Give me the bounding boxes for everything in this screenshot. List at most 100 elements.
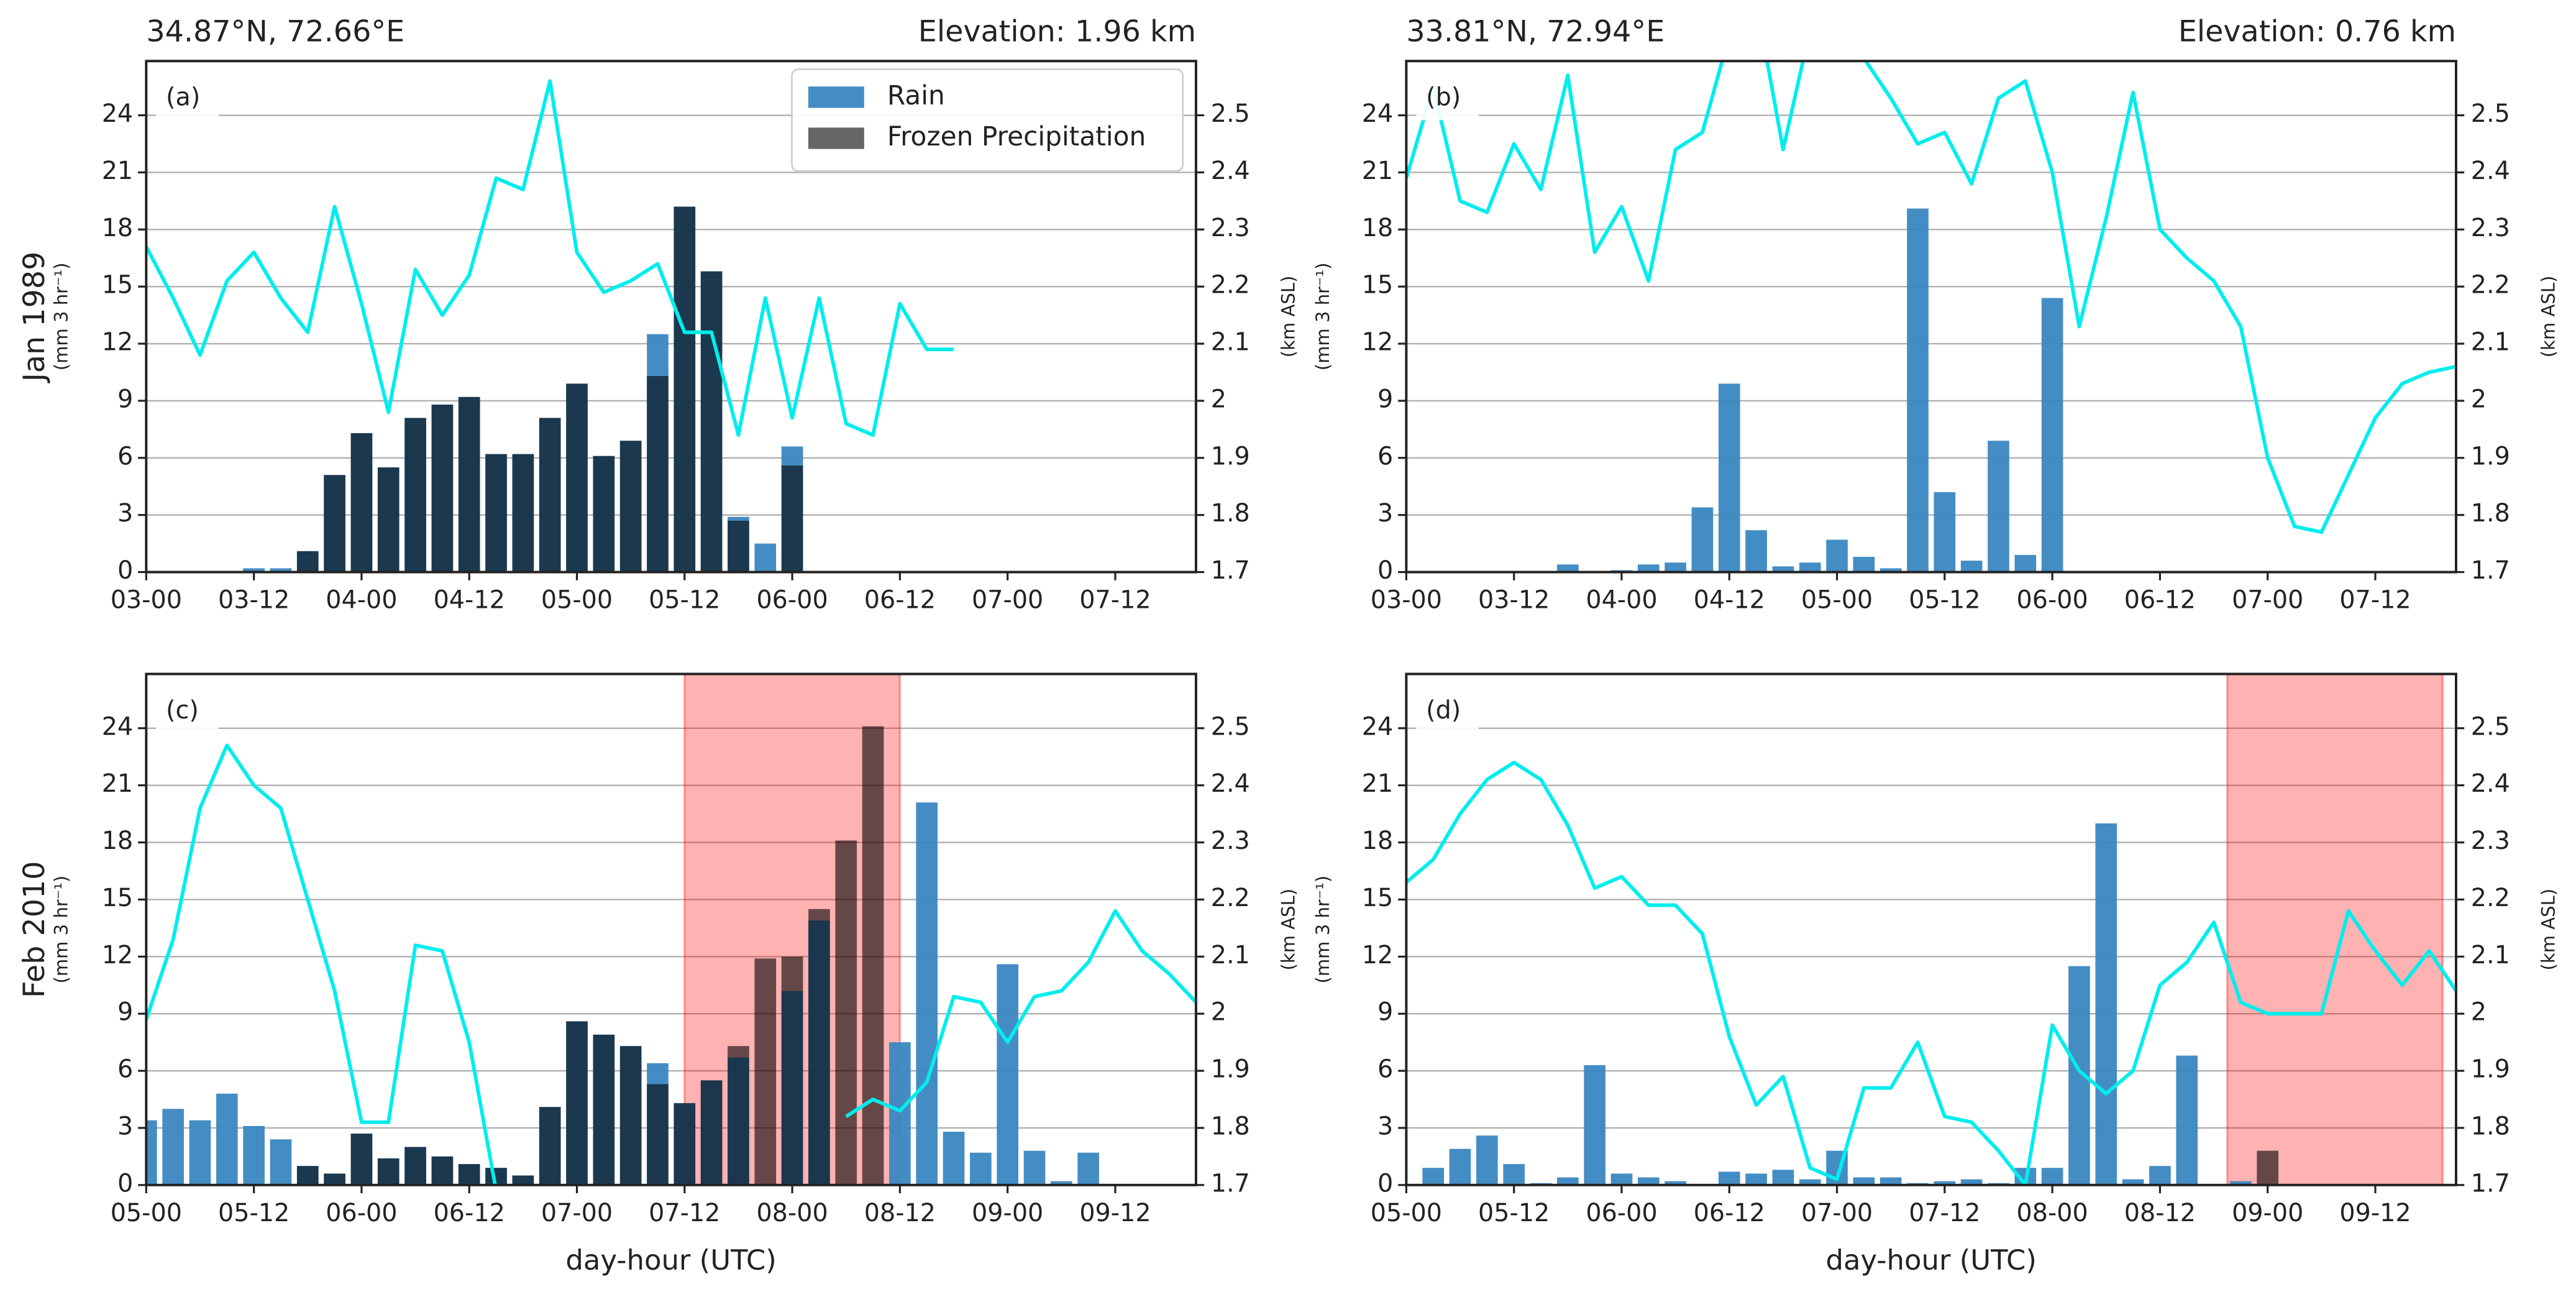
x-tick-label: 03-12: [1478, 586, 1550, 615]
bar: [2014, 554, 2037, 572]
bar: [2041, 298, 2063, 572]
panel-title: 33.81°N, 72.94°E: [1406, 14, 1665, 48]
bar: [216, 1093, 238, 1185]
y-tick-label: 9: [1377, 385, 1393, 413]
bar: [781, 956, 803, 1185]
x-tick-label: 06-00: [2017, 586, 2088, 615]
y-tick-label: 24: [102, 712, 133, 741]
y-tick-label: 24: [1362, 99, 1393, 128]
y-tick-label: 21: [102, 157, 133, 185]
y-tick-label: 24: [1362, 712, 1393, 741]
y-tick-label: 12: [102, 328, 133, 357]
bar: [862, 726, 884, 1185]
y-tick-label: 6: [117, 1055, 133, 1084]
y-tick-label: 21: [1362, 157, 1393, 185]
bar: [997, 964, 1018, 1185]
y-tick-label: 0: [117, 556, 133, 585]
bar: [728, 520, 749, 572]
bar: [1665, 1181, 1686, 1185]
axes-frame: [145, 60, 1197, 574]
bar: [2149, 1166, 2171, 1185]
bar: [243, 1125, 265, 1185]
bar: [1050, 1181, 1072, 1185]
row-label: Feb 2010: [17, 861, 52, 997]
bar: [270, 1139, 292, 1185]
bar: [1718, 383, 1740, 572]
x-tick-label: 06-12: [2124, 586, 2196, 615]
y2-tick-label: 2.3: [2471, 214, 2510, 242]
bar: [458, 1164, 480, 1185]
y2-axis-label: (km ASL): [2538, 276, 2559, 358]
bar: [674, 1103, 696, 1185]
bar: [243, 568, 265, 572]
y-tick-label: 15: [1362, 271, 1393, 300]
x-tick-label: 09-12: [2339, 1199, 2411, 1227]
bar: [296, 551, 319, 572]
y2-tick-label: 1.9: [2471, 442, 2510, 470]
x-tick-label: 03-12: [218, 586, 290, 615]
y-tick-label: 18: [1362, 827, 1393, 855]
bar: [1772, 566, 1794, 572]
bar: [1799, 1179, 1821, 1185]
y2-tick-label: 2.1: [2471, 941, 2510, 969]
x-tick-label: 09-12: [1079, 1199, 1151, 1227]
plot-area: [1406, 674, 2456, 1185]
bar: [593, 456, 615, 572]
bar: [1879, 1177, 1902, 1185]
y-tick-label: 21: [1362, 769, 1393, 798]
bar: [1637, 1177, 1660, 1185]
x-tick-label: 03-00: [1371, 586, 1442, 615]
y2-tick-label: 2.4: [2471, 769, 2510, 798]
bar: [539, 418, 561, 572]
x-tick-label: 04-12: [1694, 586, 1765, 615]
x-tick-label: 07-12: [1079, 586, 1151, 615]
shaded-period: [2226, 674, 2444, 1185]
y2-tick-label: 2: [1211, 998, 1226, 1027]
axes-frame: [145, 672, 1197, 1186]
panel-label-box: [156, 74, 219, 121]
x-tick-label: 04-00: [1586, 586, 1657, 615]
x-tick-label: 08-12: [864, 1199, 936, 1227]
bar: [1853, 557, 1875, 572]
bar: [566, 1021, 588, 1185]
y-tick-label: 6: [1377, 1055, 1393, 1084]
y-tick-label: 6: [117, 442, 133, 470]
legend-label: Frozen Precipitation: [887, 121, 1146, 152]
bar: [1772, 1170, 1794, 1185]
bar: [1556, 1177, 1579, 1185]
bar: [1691, 507, 1714, 572]
y2-tick-label: 1.8: [2471, 499, 2510, 528]
x-tick-label: 07-12: [649, 1199, 720, 1227]
legend-swatch: [808, 86, 864, 108]
plot-area: [146, 674, 1196, 1185]
y2-tick-label: 2.4: [1211, 769, 1250, 798]
y2-tick-label: 2.5: [1211, 712, 1250, 741]
y-tick-label: 0: [117, 1169, 133, 1198]
y2-tick-label: 1.8: [1211, 1112, 1250, 1140]
bar: [1799, 562, 1821, 572]
y-axis-label: (mm 3 hr⁻¹): [50, 263, 71, 371]
bar: [1960, 1179, 1983, 1185]
bar: [674, 206, 696, 572]
y2-tick-label: 2.2: [1211, 884, 1250, 912]
bar: [1960, 561, 1983, 572]
y2-tick-label: 1.9: [1211, 1055, 1250, 1084]
x-tick-label: 06-00: [756, 586, 828, 615]
y-tick-label: 15: [1362, 884, 1393, 912]
bar: [1718, 1171, 1740, 1185]
y-tick-label: 0: [1377, 556, 1393, 585]
bar: [943, 1132, 965, 1185]
panel-title: 34.87°N, 72.66°E: [146, 14, 404, 48]
y2-tick-label: 2: [2471, 385, 2487, 413]
bar: [700, 1080, 723, 1185]
bar: [1476, 1135, 1498, 1185]
bar: [808, 909, 830, 1185]
bar: [619, 1046, 642, 1185]
y2-tick-label: 1.9: [2471, 1055, 2510, 1084]
elevation-line: [146, 79, 954, 437]
bar: [2176, 1055, 2198, 1185]
x-tick-label: 06-00: [1586, 1199, 1657, 1227]
bar: [754, 958, 777, 1185]
x-tick-label: 07-12: [1909, 1199, 1980, 1227]
